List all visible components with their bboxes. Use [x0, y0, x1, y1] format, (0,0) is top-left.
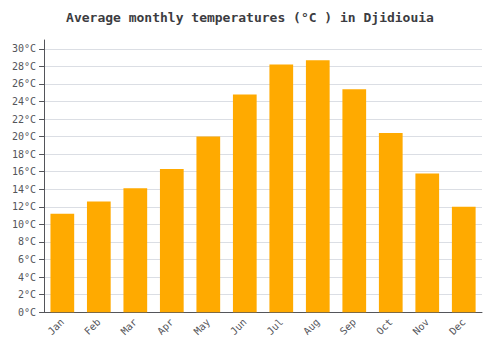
svg-text:Nov: Nov	[411, 316, 432, 337]
svg-text:20°C: 20°C	[12, 131, 36, 142]
svg-text:Feb: Feb	[82, 316, 103, 337]
svg-text:12°C: 12°C	[12, 201, 36, 212]
svg-text:24°C: 24°C	[12, 96, 36, 107]
svg-text:Oct: Oct	[374, 316, 395, 337]
svg-text:Dec: Dec	[447, 316, 468, 337]
svg-text:Apr: Apr	[155, 316, 176, 337]
svg-text:Average monthly temperatures (: Average monthly temperatures (°C ) in Dj…	[66, 10, 434, 25]
svg-text:2°C: 2°C	[18, 289, 36, 300]
svg-text:10°C: 10°C	[12, 219, 36, 230]
svg-text:18°C: 18°C	[12, 149, 36, 160]
svg-text:6°C: 6°C	[18, 254, 36, 265]
svg-text:16°C: 16°C	[12, 166, 36, 177]
svg-text:May: May	[192, 316, 213, 337]
svg-text:26°C: 26°C	[12, 78, 36, 89]
svg-text:Mar: Mar	[119, 316, 140, 337]
svg-text:4°C: 4°C	[18, 272, 36, 283]
svg-text:28°C: 28°C	[12, 61, 36, 72]
svg-text:Jun: Jun	[228, 316, 249, 337]
svg-text:0°C: 0°C	[18, 307, 36, 318]
svg-text:Sep: Sep	[338, 316, 359, 337]
svg-text:Jan: Jan	[46, 316, 67, 337]
svg-text:Aug: Aug	[301, 316, 322, 337]
svg-text:Jul: Jul	[265, 316, 286, 337]
svg-text:22°C: 22°C	[12, 114, 36, 125]
svg-text:30°C: 30°C	[12, 43, 36, 54]
svg-text:8°C: 8°C	[18, 236, 36, 247]
svg-text:14°C: 14°C	[12, 184, 36, 195]
